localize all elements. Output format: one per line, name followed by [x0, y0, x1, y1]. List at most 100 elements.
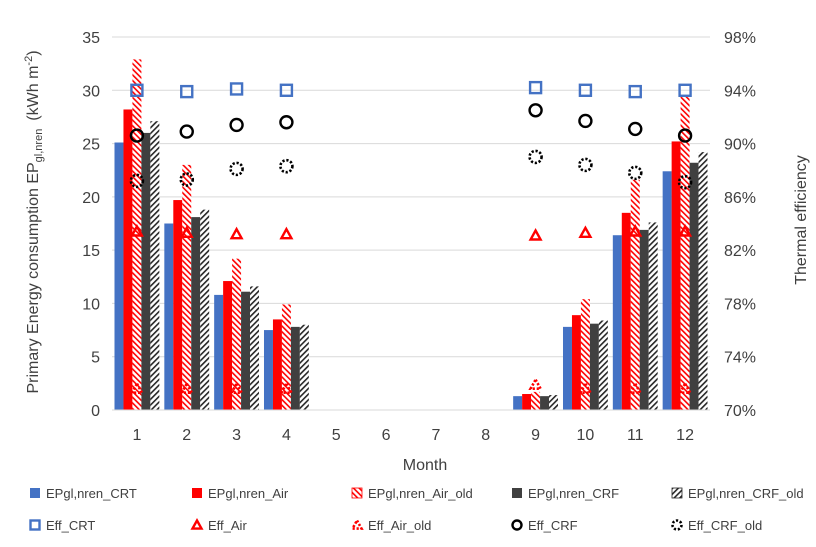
efficiency-marker	[677, 381, 693, 394]
legend-swatch	[192, 488, 202, 498]
x-tick-label: 9	[531, 427, 540, 444]
efficiency-marker	[229, 381, 244, 394]
bar	[200, 209, 210, 410]
bar	[689, 162, 699, 410]
bar	[250, 286, 260, 410]
y2-axis-title: Thermal efficiency	[793, 155, 810, 285]
y-tick-label: 15	[82, 243, 100, 260]
efficiency-marker	[279, 158, 294, 174]
bar	[522, 394, 532, 410]
efficiency-marker	[528, 149, 543, 165]
bar	[281, 304, 291, 410]
y-tick-label: 35	[82, 30, 100, 47]
efficiency-marker	[279, 226, 294, 240]
legend-marker	[511, 519, 523, 531]
bar	[299, 324, 309, 410]
efficiency-marker	[129, 224, 144, 237]
legend-label: Eff_CRF_old	[688, 518, 762, 533]
efficiency-marker	[677, 174, 693, 190]
legend-label: Eff_Air_old	[368, 518, 431, 533]
efficiency-marker	[279, 381, 294, 394]
efficiency-marker	[528, 103, 543, 118]
x-tick-label: 8	[481, 427, 490, 444]
bar	[241, 291, 251, 410]
bar	[562, 326, 572, 410]
bar	[182, 164, 192, 410]
legend-swatch	[30, 488, 40, 498]
bar	[639, 229, 649, 410]
bar	[598, 320, 608, 410]
legend-marker	[671, 519, 683, 531]
y2-tick-label: 82%	[724, 243, 756, 260]
x-tick-label: 2	[182, 427, 191, 444]
bar	[540, 396, 550, 410]
y2-tick-label: 86%	[724, 190, 756, 207]
bar	[173, 200, 183, 410]
bar	[531, 391, 541, 410]
efficiency-marker	[578, 83, 593, 97]
y-tick-label: 5	[91, 350, 100, 367]
legend-label: Eff_CRF	[528, 518, 578, 533]
efficiency-marker	[229, 161, 244, 177]
x-tick-label: 1	[132, 427, 141, 444]
bar	[290, 326, 300, 410]
efficiency-marker	[628, 121, 643, 137]
bar-marks	[114, 59, 708, 411]
efficiency-marker	[528, 377, 543, 390]
efficiency-marker	[578, 113, 593, 129]
axes: Month Thermal efficiency Primary Energy …	[23, 30, 810, 474]
efficiency-marker	[628, 381, 643, 394]
efficiency-marker	[627, 165, 643, 181]
efficiency-marker	[678, 224, 693, 237]
y-axis-title-main: Primary Energy consumption EP	[25, 162, 42, 393]
efficiency-marker	[578, 381, 593, 394]
efficiency-marker	[179, 225, 194, 239]
efficiency-marker	[678, 83, 692, 97]
bar	[214, 294, 224, 410]
legend-label: Eff_CRT	[46, 518, 95, 533]
legend-label: EPgl,nren_Air_old	[368, 486, 473, 501]
legend-label: EPgl,nren_Air	[208, 486, 289, 501]
y-axis-title-sub: gl,nren	[33, 129, 45, 163]
bar	[223, 281, 233, 410]
bar	[164, 223, 174, 410]
efficiency-marker	[130, 83, 144, 97]
bar	[191, 217, 201, 410]
y-axis-title-unit-close: )	[25, 50, 42, 55]
x-axis-title: Month	[403, 457, 447, 474]
x-tick-label: 10	[577, 427, 595, 444]
y-tick-label: 25	[82, 137, 100, 154]
y2-tick-label: 90%	[724, 137, 756, 154]
efficiency-marker	[628, 84, 642, 99]
bar	[272, 319, 282, 410]
bar	[580, 299, 590, 410]
bar	[630, 179, 640, 410]
legend-swatch	[512, 488, 522, 498]
efficiency-marker	[179, 381, 194, 394]
efficiency-marker	[628, 224, 643, 237]
legend-swatch	[351, 487, 363, 499]
x-tick-label: 5	[332, 427, 341, 444]
efficiency-marker	[179, 124, 194, 139]
legend-label: EPgl,nren_CRT	[46, 486, 137, 501]
y-tick-label: 30	[82, 83, 100, 100]
y2-tick-label: 94%	[724, 83, 756, 100]
legend-label: EPgl,nren_CRF_old	[688, 486, 804, 501]
y-axis-title: Primary Energy consumption EPgl,nren (kWh…	[23, 50, 45, 393]
x-tick-label: 7	[431, 427, 440, 444]
bar	[648, 222, 658, 410]
bar	[114, 142, 124, 410]
y-tick-label: 10	[82, 296, 100, 313]
bar	[513, 396, 523, 410]
y2-tick-label: 98%	[724, 30, 756, 47]
y-tick-label: 0	[91, 403, 100, 420]
bar	[680, 96, 690, 411]
x-tick-label: 6	[382, 427, 391, 444]
bar	[263, 330, 273, 410]
efficiency-marker	[229, 82, 244, 96]
efficiency-marker	[578, 225, 593, 239]
x-tick-label: 12	[676, 427, 694, 444]
legend-label: Eff_Air	[208, 518, 247, 533]
